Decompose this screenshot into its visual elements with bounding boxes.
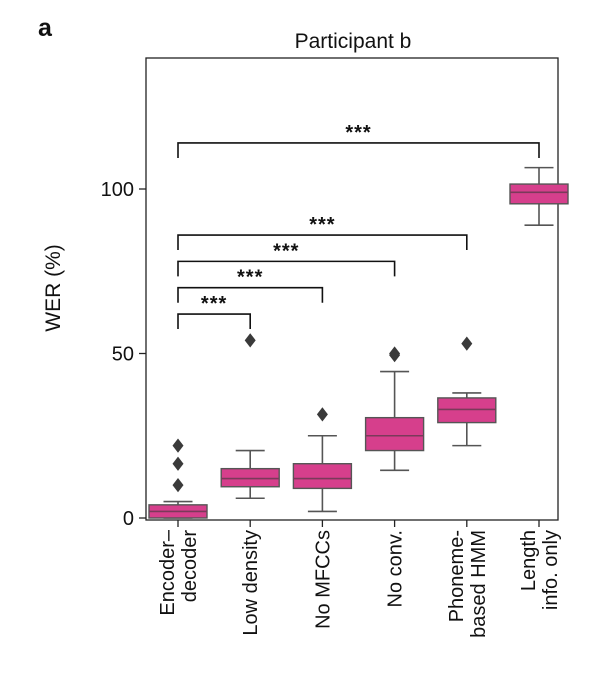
y-axis-label: WER (%) (42, 244, 65, 332)
category-labels: Encoder– decoder Low density No MFCCs No con… (157, 529, 562, 638)
outlier-point (172, 438, 184, 453)
box-iqr (220, 467, 280, 488)
significance-bracket (177, 313, 251, 330)
box-5 (509, 166, 569, 226)
category-label-line: Encoder– (157, 529, 179, 615)
y-tick-label: 100 (101, 179, 134, 201)
significance-bracket (177, 286, 324, 303)
category-label-line: No conv. (385, 530, 407, 607)
panel-letter: a (38, 14, 53, 42)
category-label-line: Low density (240, 530, 262, 636)
category-label-0: Encoder– decoder (157, 529, 201, 615)
outlier-point (389, 346, 401, 361)
outlier-point (244, 333, 256, 348)
box-iqr (364, 416, 425, 452)
outlier-point (461, 336, 473, 351)
category-label-line: decoder (179, 530, 201, 603)
box-iqr (509, 183, 569, 205)
category-label-4: Phoneme-based HMM (446, 530, 490, 638)
category-label-2: No MFCCs (312, 530, 334, 629)
outlier-point (172, 477, 184, 493)
significance-bracket (177, 260, 396, 277)
category-label-1: Low density (240, 530, 262, 636)
category-label-3: No conv. (385, 530, 407, 607)
plot-frame (145, 57, 559, 521)
box-iqr (437, 397, 497, 424)
significance-label: *** (237, 267, 263, 289)
significance-bracket (177, 234, 468, 251)
significance-label: *** (309, 214, 335, 236)
significance-label: *** (345, 122, 371, 144)
significance-bracket (177, 142, 540, 158)
axis-ticks: 0 50 100 (101, 179, 540, 530)
box-3 (364, 346, 425, 472)
y-tick-label: 0 (123, 508, 134, 530)
significance-label: *** (201, 293, 227, 315)
category-label-line: based HMM (468, 530, 490, 638)
significance-brackets: *** *** *** *** *** (177, 122, 540, 330)
y-tick-label: 50 (112, 344, 134, 366)
box-series (148, 166, 569, 519)
box-4 (437, 336, 497, 447)
outlier-point (172, 456, 184, 471)
box-iqr (292, 463, 353, 490)
category-label-5: Length info. only (518, 530, 562, 610)
box-2 (292, 407, 353, 513)
category-label-line: No MFCCs (312, 530, 334, 629)
category-label-line: Length (518, 530, 540, 591)
outlier-point (316, 407, 328, 422)
category-label-line: info. only (540, 530, 562, 610)
category-label-line: Phoneme- (446, 530, 468, 622)
significance-label: *** (273, 240, 299, 262)
chart-title: Participant b (295, 30, 412, 53)
box-1 (220, 333, 280, 500)
box-0 (148, 438, 208, 519)
